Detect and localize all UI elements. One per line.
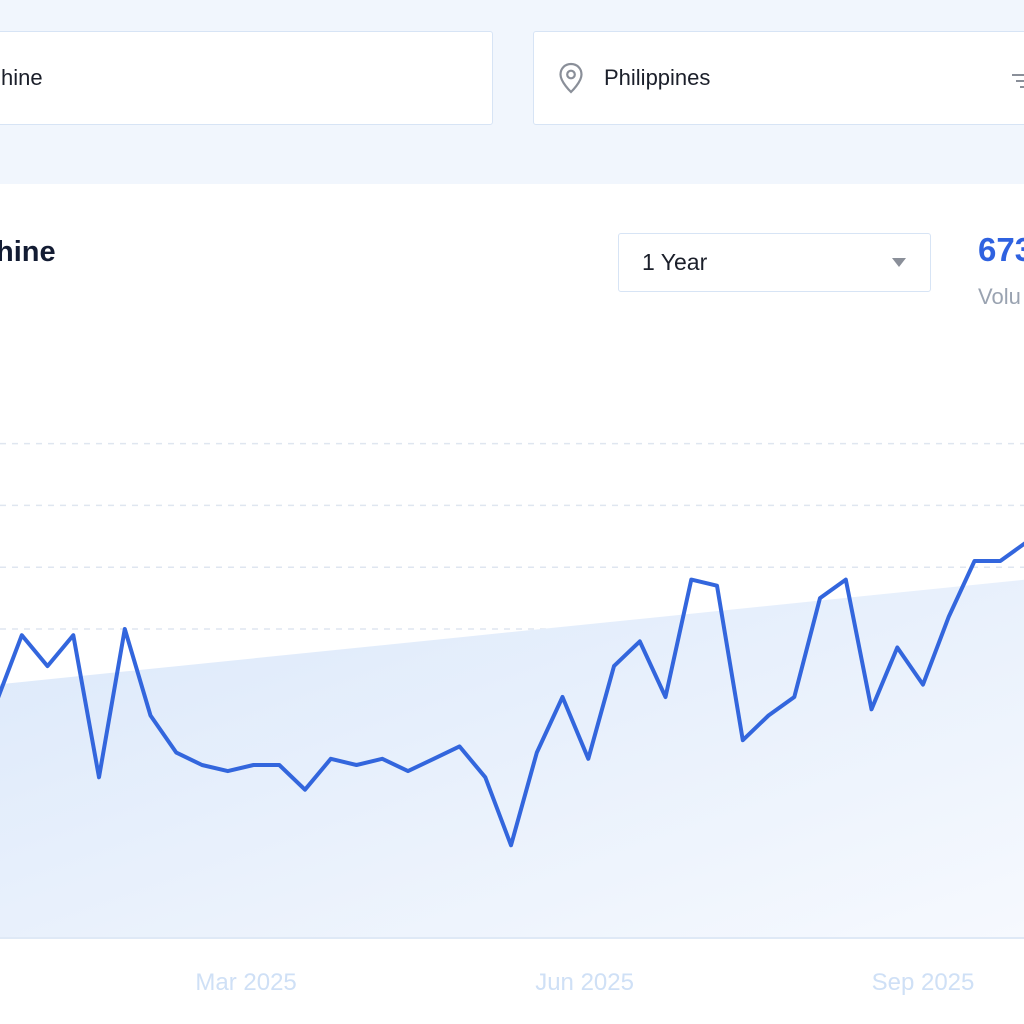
data-point [817,595,823,601]
trend-area [0,579,1024,938]
data-point [997,558,1003,564]
keyword-title: hine [0,236,56,268]
series-line [0,541,1024,848]
x-tick-label: Sep 2025 [872,969,975,996]
data-point [405,768,411,774]
data-point [508,842,514,848]
data-point [740,737,746,743]
data-point [457,743,463,749]
data-point [173,750,179,756]
data-point [714,583,720,589]
data-point [894,645,900,651]
data-point [45,663,51,669]
data-point [766,713,772,719]
data-point [431,756,437,762]
keyword-search-field[interactable]: hine [0,31,493,125]
data-point [663,694,669,700]
data-point [70,632,76,638]
data-point [869,706,875,712]
data-point [148,713,154,719]
location-input-value[interactable]: Philippines [604,65,711,90]
filter-icon[interactable] [1010,70,1024,88]
map-pin-icon [556,61,586,95]
keyword-input-value[interactable]: hine [1,65,43,90]
data-point [791,694,797,700]
data-point [225,768,231,774]
time-range-select[interactable]: 1 Year [618,233,931,292]
data-point [122,626,128,632]
data-point [946,614,952,620]
data-point [328,756,334,762]
data-point [585,756,591,762]
data-point [534,750,540,756]
data-point [379,756,385,762]
volume-value: 673 [978,231,1024,268]
location-field[interactable]: Philippines [533,31,1024,125]
data-point [637,638,643,644]
data-point [199,762,205,768]
data-point [251,762,257,768]
data-point [96,774,102,780]
volume-label: Volu [978,284,1021,309]
data-point [843,577,849,583]
data-point [482,774,488,780]
data-point [276,762,282,768]
caret-down-icon [892,258,906,267]
data-point [611,663,617,669]
data-point [302,787,308,793]
data-point [972,558,978,564]
data-point [560,694,566,700]
x-tick-label: Mar 2025 [195,969,296,996]
time-range-selected: 1 Year [642,249,708,275]
x-tick-label: Jun 2025 [535,969,634,996]
data-point [354,762,360,768]
data-point [688,577,694,583]
data-point [19,632,25,638]
data-point [920,682,926,688]
